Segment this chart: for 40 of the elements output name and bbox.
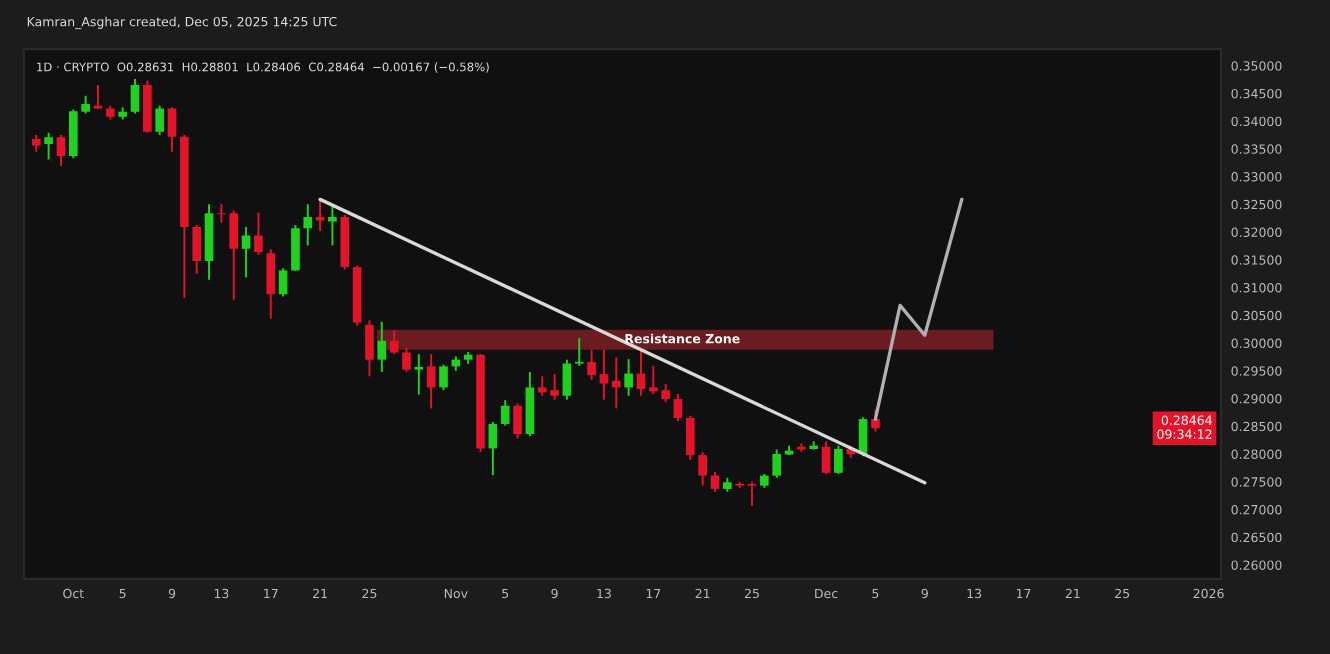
candlestick: [303, 203, 313, 247]
candlestick: [278, 267, 288, 298]
candlestick: [500, 399, 510, 427]
candlestick: [747, 480, 757, 508]
candlestick: [44, 131, 53, 161]
candlestick: [167, 106, 177, 153]
candlestick: [636, 349, 646, 397]
candlestick: [624, 358, 633, 397]
candlestick: [291, 223, 300, 272]
candlestick: [698, 451, 707, 487]
candlestick: [414, 353, 424, 396]
candlestick: [599, 348, 609, 401]
candlestick: [611, 356, 621, 410]
candlestick: [673, 393, 683, 423]
candlestick: [513, 402, 522, 440]
candlestick: [574, 337, 584, 367]
candlestick: [204, 203, 214, 281]
candlestick: [241, 226, 251, 279]
candlestick: [710, 470, 720, 493]
candlestick: [130, 78, 140, 115]
candlestick: [402, 347, 411, 373]
candlestick: [365, 319, 374, 378]
candlestick: [488, 420, 498, 477]
candlestick: [155, 104, 164, 136]
candlestick: [685, 414, 695, 462]
candlestick: [266, 248, 276, 320]
candlestick: [439, 363, 448, 392]
candlestick: [426, 353, 436, 410]
candlestick: [143, 79, 152, 134]
candlestick: [834, 444, 843, 475]
candlestick: [56, 134, 66, 168]
candlestick: [821, 440, 831, 475]
candlestick: [254, 211, 263, 256]
candlestick: [525, 370, 535, 438]
candlestick: [328, 203, 337, 247]
candlestick: [192, 223, 202, 275]
candlestick: [772, 448, 782, 479]
candlestick: [377, 320, 387, 373]
candlestick: [587, 348, 596, 381]
candlestick: [562, 358, 572, 401]
